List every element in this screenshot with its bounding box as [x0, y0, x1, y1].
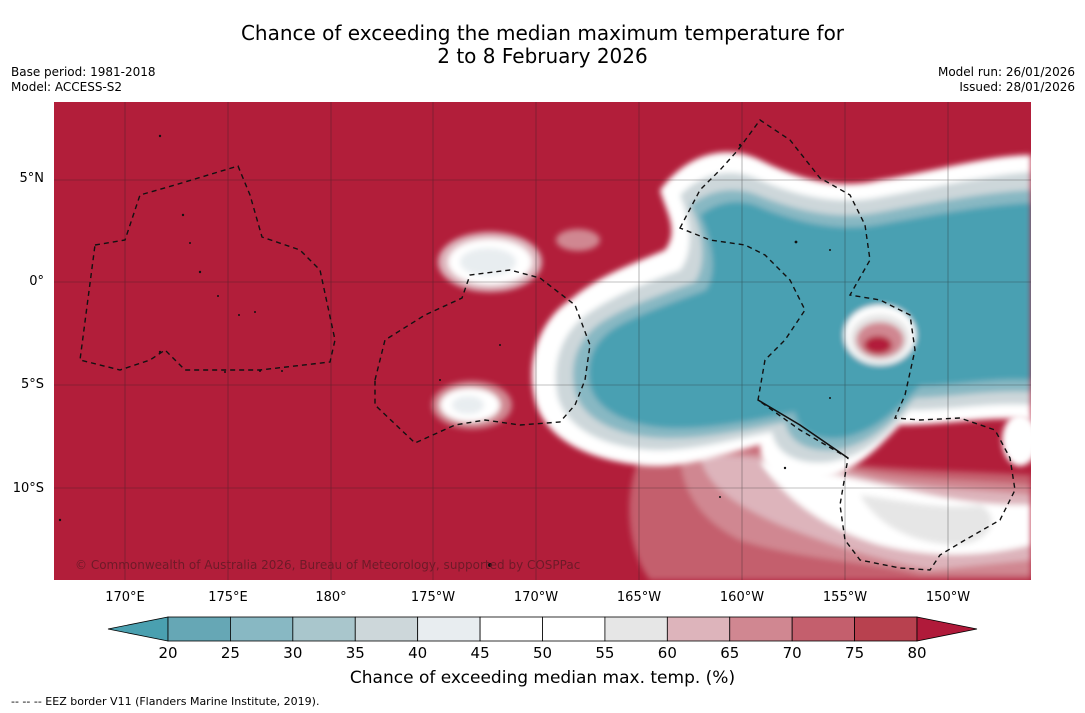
- lat-label-5n: 5°N: [19, 171, 45, 186]
- metadata-right: Model run: 26/01/2026 Issued: 28/01/2026: [938, 65, 1075, 95]
- lon-label-160w: 160°W: [719, 590, 765, 605]
- colorbar-band: [479, 616, 543, 642]
- graticule: [54, 102, 1031, 580]
- colorbar-tick-label: 20: [158, 644, 178, 662]
- lon-label-150w: 150°W: [925, 590, 971, 605]
- region-border: [757, 399, 849, 459]
- colorbar-tick-label: 30: [283, 644, 303, 662]
- colorbar-tick-label: 60: [657, 644, 677, 662]
- colorbar-band: [666, 616, 731, 642]
- lat-label-10s: 10°S: [12, 481, 44, 496]
- lat-label-0: 0°: [29, 274, 44, 289]
- lon-label-170e: 170°E: [105, 590, 145, 605]
- central-light-patches: [432, 229, 1031, 466]
- cool-anomaly-region: [531, 152, 1031, 481]
- chart-title-line2: 2 to 8 February 2026: [437, 44, 648, 68]
- lon-label-180: 180°: [315, 590, 347, 605]
- metadata-left: Base period: 1981-2018 Model: ACCESS-S2: [11, 65, 156, 95]
- eez-legend: -- -- -- EEZ border V11 (Flanders Marine…: [11, 695, 320, 708]
- colorbar-band: [791, 616, 855, 642]
- south-east-moderate-region: [629, 436, 1031, 580]
- colorbar-tick-label: 65: [720, 644, 740, 662]
- colorbar-band: [542, 616, 606, 642]
- copyright-notice: © Commonwealth of Australia 2026, Bureau…: [75, 558, 581, 572]
- islands: [58, 134, 831, 567]
- colorbar-tick-label: 35: [345, 644, 365, 662]
- lon-label-175w: 175°W: [410, 590, 456, 605]
- eez-borders: [79, 119, 1016, 571]
- lon-label-155w: 155°W: [822, 590, 868, 605]
- colorbar-band: [292, 616, 356, 642]
- colorbar-band: [167, 616, 231, 642]
- colorbar-under-arrow: [107, 616, 169, 642]
- model-run: Model run: 26/01/2026: [937, 65, 1075, 79]
- colorbar-band: [230, 616, 294, 642]
- colorbar-tick-label: 50: [532, 644, 553, 662]
- colorbar-tick-label: 80: [907, 644, 927, 662]
- colorbar-band: [729, 616, 793, 642]
- colorbar-band: [417, 616, 481, 642]
- lat-label-5s: 5°S: [20, 377, 44, 392]
- base-period: Base period: 1981-2018: [11, 65, 156, 79]
- colorbar-label: Chance of exceeding median max. temp. (%…: [349, 668, 736, 688]
- colorbar-tick-label: 40: [408, 644, 428, 662]
- colorbar-tick-label: 75: [845, 644, 865, 662]
- lon-label-165w: 165°W: [616, 590, 662, 605]
- colorbar-band: [604, 616, 668, 642]
- colorbar: [107, 616, 978, 642]
- colorbar-tick-label: 55: [595, 644, 615, 662]
- colorbar-band: [354, 616, 419, 642]
- colorbar-over-arrow: [916, 616, 978, 642]
- lon-label-170w: 170°W: [513, 590, 559, 605]
- issued-date: Issued: 28/01/2026: [959, 80, 1075, 94]
- lon-label-175e: 175°E: [208, 590, 248, 605]
- colorbar-tick-label: 45: [470, 644, 490, 662]
- chart-title-line1: Chance of exceeding the median maximum t…: [240, 21, 845, 45]
- colorbar-tick-label: 70: [782, 644, 802, 662]
- colorbar-tick-label: 25: [220, 644, 240, 662]
- colorbar-band: [854, 616, 918, 642]
- model-name: Model: ACCESS-S2: [11, 80, 123, 94]
